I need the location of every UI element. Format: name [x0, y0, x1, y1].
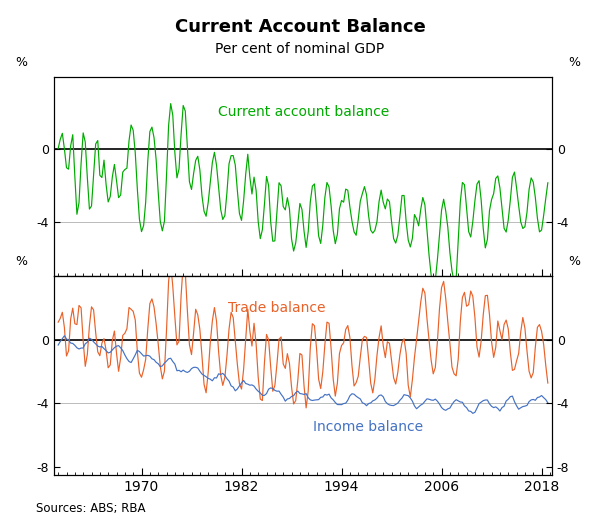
- Text: Trade balance: Trade balance: [228, 301, 326, 315]
- Text: %: %: [16, 55, 28, 69]
- Text: Per cent of nominal GDP: Per cent of nominal GDP: [215, 42, 385, 56]
- Text: Current account balance: Current account balance: [218, 106, 389, 119]
- Text: Income balance: Income balance: [313, 420, 423, 435]
- Text: Sources: ABS; RBA: Sources: ABS; RBA: [36, 502, 146, 515]
- Text: %: %: [16, 255, 28, 268]
- Text: %: %: [568, 255, 580, 268]
- Text: Current Account Balance: Current Account Balance: [175, 18, 425, 36]
- Text: %: %: [568, 55, 580, 69]
